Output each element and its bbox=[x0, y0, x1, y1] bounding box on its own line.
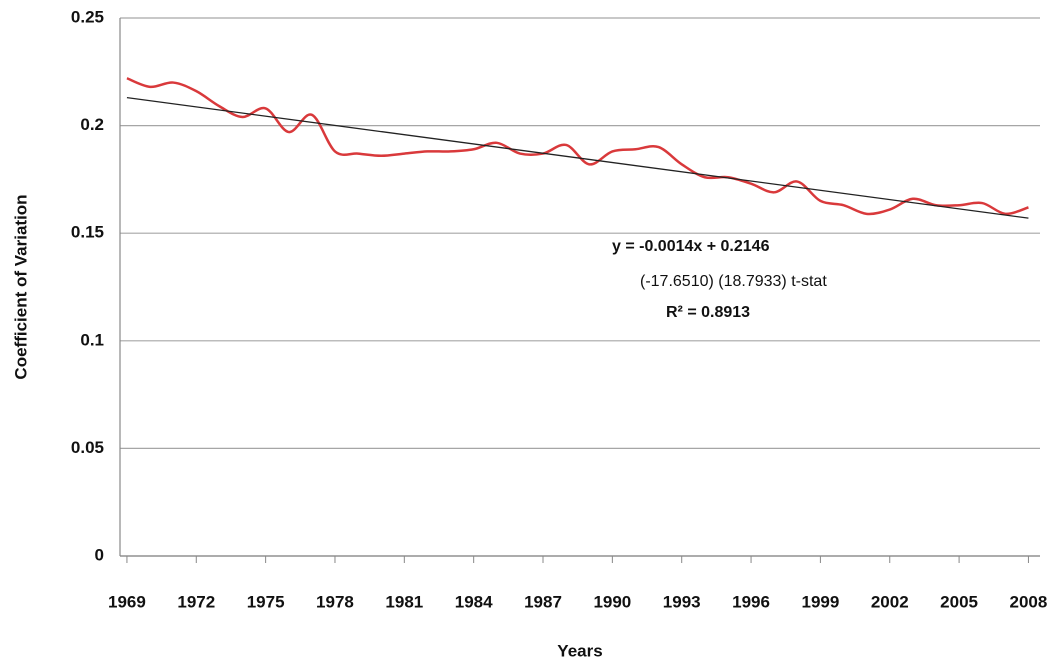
r-squared: R² = 0.8913 bbox=[666, 304, 750, 321]
y-axis-label: Coefficient of Variation bbox=[11, 194, 30, 379]
x-tick-label: 1969 bbox=[108, 592, 146, 611]
x-tick-label: 1999 bbox=[801, 592, 839, 611]
x-tick-label: 1996 bbox=[732, 592, 770, 611]
y-tick-label: 0.2 bbox=[80, 115, 104, 134]
x-tick-label: 1987 bbox=[524, 592, 562, 611]
y-tick-label: 0.1 bbox=[80, 330, 104, 349]
x-tick-label: 1978 bbox=[316, 592, 354, 611]
data-line bbox=[126, 77, 1029, 216]
x-tick-label: 2002 bbox=[871, 592, 909, 611]
x-tick-label: 1984 bbox=[455, 592, 493, 611]
y-tick-label: 0.05 bbox=[71, 438, 104, 457]
equation: y = -0.0014x + 0.2146 bbox=[612, 238, 770, 255]
x-tick-label: 1972 bbox=[177, 592, 215, 611]
y-tick-label: 0 bbox=[95, 545, 104, 564]
trend-line bbox=[126, 96, 1029, 219]
y-tick-label: 0.25 bbox=[71, 7, 104, 26]
x-tick-label: 2008 bbox=[1010, 592, 1048, 611]
x-axis-label: Years bbox=[557, 641, 602, 660]
t-stat: (-17.6510) (18.7933) t-stat bbox=[640, 273, 827, 290]
y-tick-label: 0.15 bbox=[71, 223, 104, 242]
x-tick-label: 1981 bbox=[385, 592, 423, 611]
x-tick-label: 1993 bbox=[663, 592, 701, 611]
x-tick-label: 1990 bbox=[593, 592, 631, 611]
x-tick-label: 1975 bbox=[247, 592, 285, 611]
x-tick-label: 2005 bbox=[940, 592, 978, 611]
